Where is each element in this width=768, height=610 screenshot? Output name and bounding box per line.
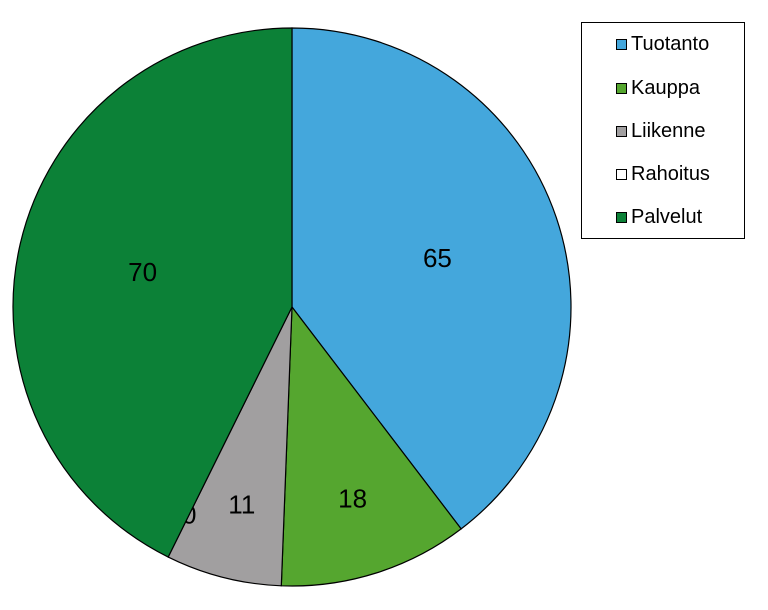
- legend-label-kauppa: Kauppa: [631, 76, 700, 99]
- data-label-liikenne: 11: [228, 489, 255, 519]
- data-label-kauppa: 18: [338, 484, 367, 514]
- legend-swatch-kauppa: [616, 82, 627, 94]
- legend: Tuotanto Kauppa Liikenne Rahoitus Palvel…: [581, 22, 745, 239]
- legend-item-liikenne: Liikenne: [616, 119, 706, 143]
- legend-swatch-rahoitus: [616, 168, 627, 180]
- data-label-tuotanto: 65: [423, 243, 452, 273]
- legend-swatch-tuotanto: [616, 38, 627, 50]
- legend-label-tuotanto: Tuotanto: [631, 32, 710, 55]
- pie-slice-palvelut: [12, 27, 293, 558]
- legend-item-palvelut: Palvelut: [616, 205, 702, 229]
- pie-slice-kauppa: [280, 305, 462, 587]
- pie-slice-tuotanto: [291, 27, 572, 530]
- legend-item-rahoitus: Rahoitus: [616, 162, 710, 186]
- legend-label-liikenne: Liikenne: [631, 119, 706, 142]
- pie-slice-liikenne: [167, 306, 293, 587]
- legend-label-palvelut: Palvelut: [631, 205, 703, 228]
- legend-item-tuotanto: Tuotanto: [616, 32, 709, 56]
- legend-swatch-palvelut: [616, 211, 627, 223]
- legend-swatch-liikenne: [616, 125, 627, 137]
- legend-label-rahoitus: Rahoitus: [631, 162, 710, 185]
- data-label-palvelut: 70: [128, 257, 157, 287]
- legend-item-kauppa: Kauppa: [616, 76, 700, 100]
